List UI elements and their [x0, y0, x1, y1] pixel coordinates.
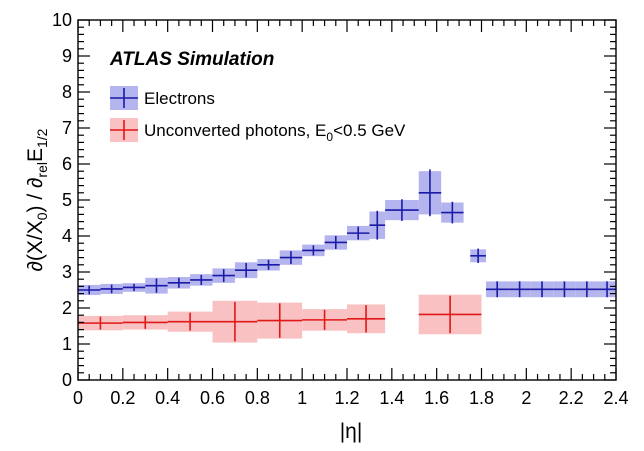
y-tick-label: 4 — [62, 226, 72, 246]
y-axis-title-a: ∂(X/X — [24, 220, 47, 271]
y-tick-label: 8 — [62, 82, 72, 102]
y-axis-title-subrel: rel — [34, 162, 50, 178]
y-tick-label: 0 — [62, 370, 72, 390]
y-axis-title-b: ) / ∂ — [24, 178, 47, 213]
y-tick-label: 5 — [62, 190, 72, 210]
y-tick-label: 3 — [62, 262, 72, 282]
x-tick-label: 1 — [297, 388, 307, 408]
x-tick-label: 0.6 — [200, 388, 225, 408]
legend-photons-main: Unconverted photons, E — [144, 121, 326, 140]
x-tick-label: 1.8 — [469, 388, 494, 408]
uncertainty-bands — [78, 171, 616, 342]
x-tick-label: 0.2 — [110, 388, 135, 408]
legend-label-photons: Unconverted photons, E0<0.5 GeV — [144, 121, 406, 144]
y-tick-label: 2 — [62, 298, 72, 318]
x-tick-label: 2.2 — [559, 388, 584, 408]
x-axis-title-text: |η| — [340, 420, 363, 443]
y-tick-label: 10 — [52, 10, 72, 30]
x-tick-label: 0.8 — [245, 388, 270, 408]
y-tick-label: 7 — [62, 118, 72, 138]
x-tick-label: 0 — [73, 388, 83, 408]
y-axis-title-sub0: 0 — [34, 212, 50, 220]
x-axis-title: |η| — [340, 420, 363, 443]
experiment-label: ATLAS Simulation — [109, 49, 274, 70]
legend: Electrons Unconverted photons, E0<0.5 Ge… — [110, 86, 406, 144]
legend-photons-rest: <0.5 GeV — [333, 121, 406, 140]
x-tick-label: 1.6 — [424, 388, 449, 408]
x-tick-label: 0.4 — [155, 388, 180, 408]
x-tick-label: 1.2 — [334, 388, 359, 408]
x-tick-label: 2 — [521, 388, 531, 408]
legend-label-electrons: Electrons — [144, 89, 215, 108]
x-tick-label: 1.4 — [379, 388, 404, 408]
y-axis-title-sub12: 1/2 — [34, 128, 50, 148]
y-axis-title-e: E — [24, 148, 47, 162]
x-tick-label: 2.4 — [603, 388, 628, 408]
y-tick-label: 6 — [62, 154, 72, 174]
y-tick-label: 1 — [62, 334, 72, 354]
y-axis-title: ∂(X/X0) / ∂relE1/2 — [24, 128, 50, 271]
y-tick-label: 9 — [62, 46, 72, 66]
